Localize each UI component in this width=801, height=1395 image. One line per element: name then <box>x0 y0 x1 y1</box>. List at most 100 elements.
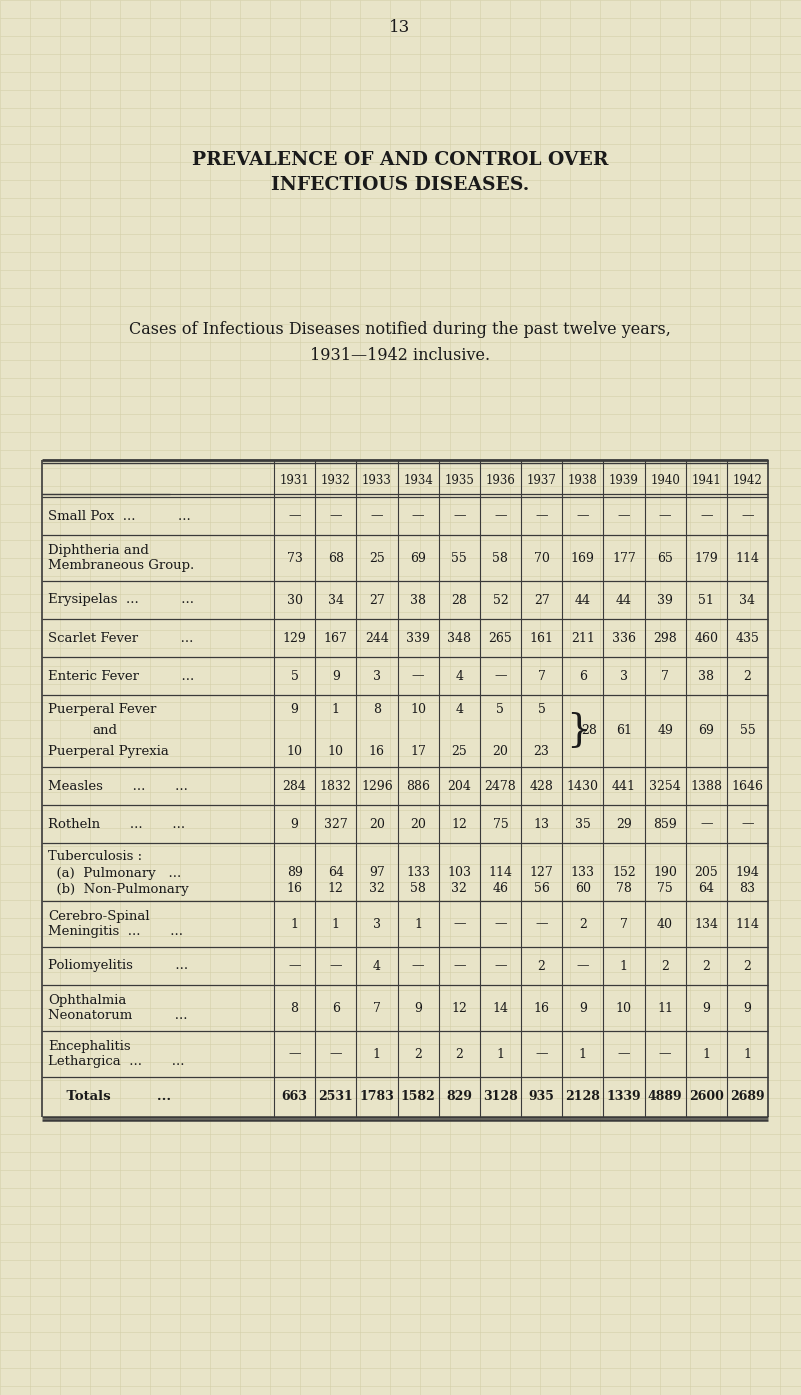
Text: 4889: 4889 <box>648 1091 682 1103</box>
Text: 1936: 1936 <box>485 473 515 487</box>
Text: 2689: 2689 <box>730 1091 765 1103</box>
Text: 7: 7 <box>620 918 628 930</box>
Text: 1296: 1296 <box>361 780 392 792</box>
Text: 205: 205 <box>694 866 718 879</box>
Text: 211: 211 <box>571 632 594 644</box>
Text: —: — <box>618 509 630 523</box>
Text: 68: 68 <box>328 551 344 565</box>
Text: 7: 7 <box>537 670 545 682</box>
Text: 7: 7 <box>373 1002 380 1014</box>
Text: 1938: 1938 <box>568 473 598 487</box>
Text: 75: 75 <box>493 817 509 830</box>
Text: 1934: 1934 <box>403 473 433 487</box>
Text: 64: 64 <box>698 883 714 896</box>
Text: 4: 4 <box>455 703 463 716</box>
Text: 73: 73 <box>287 551 303 565</box>
Text: 1933: 1933 <box>362 473 392 487</box>
Text: 14: 14 <box>493 1002 509 1014</box>
Text: 3: 3 <box>373 918 381 930</box>
Text: 114: 114 <box>735 551 759 565</box>
Text: Poliomyelitis          ...: Poliomyelitis ... <box>48 960 188 972</box>
Text: 2: 2 <box>537 960 545 972</box>
Text: 75: 75 <box>657 883 673 896</box>
Text: 663: 663 <box>282 1091 308 1103</box>
Text: —: — <box>494 509 507 523</box>
Text: 61: 61 <box>616 724 632 738</box>
Text: 9: 9 <box>414 1002 422 1014</box>
Text: 2: 2 <box>455 1048 463 1060</box>
Text: 10: 10 <box>287 745 303 757</box>
Text: 265: 265 <box>489 632 513 644</box>
Text: 1430: 1430 <box>567 780 599 792</box>
Text: Diphtheria and: Diphtheria and <box>48 544 149 557</box>
Text: —: — <box>741 509 754 523</box>
Text: 58: 58 <box>410 883 426 896</box>
Text: 8: 8 <box>373 703 381 716</box>
Text: 35: 35 <box>575 817 590 830</box>
Text: 83: 83 <box>739 883 755 896</box>
Text: 859: 859 <box>653 817 677 830</box>
Text: —: — <box>329 960 342 972</box>
Text: 9: 9 <box>291 703 299 716</box>
Text: 9: 9 <box>332 670 340 682</box>
Text: —: — <box>659 509 671 523</box>
Text: 12: 12 <box>451 1002 467 1014</box>
Text: PREVALENCE OF AND CONTROL OVER: PREVALENCE OF AND CONTROL OVER <box>191 151 608 169</box>
Text: Tuberculosis :: Tuberculosis : <box>48 850 142 862</box>
Text: and: and <box>92 724 117 738</box>
Text: 2: 2 <box>414 1048 422 1060</box>
Text: 336: 336 <box>612 632 636 644</box>
Text: 1: 1 <box>702 1048 710 1060</box>
Text: 298: 298 <box>653 632 677 644</box>
Text: 1931—1942 inclusive.: 1931—1942 inclusive. <box>310 346 490 364</box>
Text: 64: 64 <box>328 866 344 879</box>
Text: 428: 428 <box>529 780 553 792</box>
Text: 5: 5 <box>497 703 505 716</box>
Text: 70: 70 <box>533 551 549 565</box>
Text: 1832: 1832 <box>320 780 352 792</box>
Text: Cases of Infectious Diseases notified during the past twelve years,: Cases of Infectious Diseases notified du… <box>129 321 671 339</box>
Text: 8: 8 <box>291 1002 299 1014</box>
Text: Small Pox  ...          ...: Small Pox ... ... <box>48 509 191 523</box>
Text: 2600: 2600 <box>689 1091 723 1103</box>
Text: 1388: 1388 <box>690 780 723 792</box>
Text: 133: 133 <box>571 866 595 879</box>
Text: 2: 2 <box>743 960 751 972</box>
Text: 32: 32 <box>451 883 467 896</box>
Text: 28: 28 <box>451 593 467 607</box>
Text: 435: 435 <box>735 632 759 644</box>
Text: 29: 29 <box>616 817 632 830</box>
Text: 886: 886 <box>406 780 430 792</box>
Text: (a)  Pulmonary   ...: (a) Pulmonary ... <box>48 866 181 879</box>
Text: 114: 114 <box>489 866 513 879</box>
Text: 9: 9 <box>291 817 299 830</box>
Text: 51: 51 <box>698 593 714 607</box>
Text: —: — <box>329 1048 342 1060</box>
Text: 16: 16 <box>369 745 385 757</box>
Text: 65: 65 <box>657 551 673 565</box>
Text: —: — <box>412 960 425 972</box>
Text: 4: 4 <box>373 960 381 972</box>
Text: 348: 348 <box>447 632 471 644</box>
Text: 49: 49 <box>657 724 673 738</box>
Text: 89: 89 <box>287 866 303 879</box>
Text: 1: 1 <box>332 918 340 930</box>
Text: —: — <box>741 817 754 830</box>
Text: INFECTIOUS DISEASES.: INFECTIOUS DISEASES. <box>271 176 529 194</box>
Text: Membraneous Group.: Membraneous Group. <box>48 559 195 572</box>
Text: Enteric Fever          ...: Enteric Fever ... <box>48 670 195 682</box>
Text: —: — <box>700 509 713 523</box>
Text: 44: 44 <box>575 593 591 607</box>
Text: 10: 10 <box>410 703 426 716</box>
Text: 52: 52 <box>493 593 509 607</box>
Text: 284: 284 <box>283 780 307 792</box>
Text: 204: 204 <box>447 780 471 792</box>
Text: 460: 460 <box>694 632 718 644</box>
Text: —: — <box>288 509 301 523</box>
Text: —: — <box>659 1048 671 1060</box>
Text: —: — <box>329 509 342 523</box>
Text: —: — <box>288 960 301 972</box>
Text: —: — <box>535 509 548 523</box>
Text: 5: 5 <box>537 703 545 716</box>
Text: 194: 194 <box>735 866 759 879</box>
